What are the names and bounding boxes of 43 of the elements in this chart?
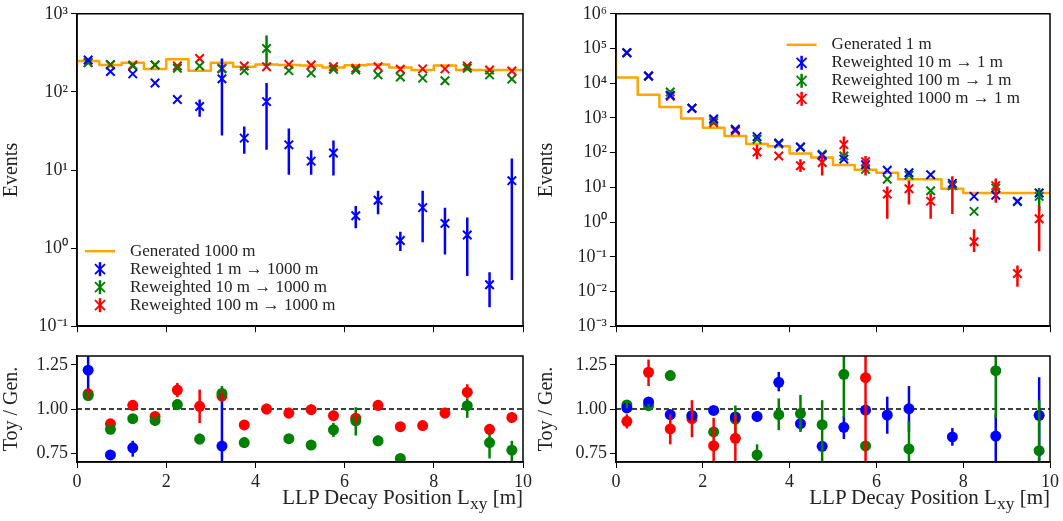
y-tick-label: 10³ (44, 2, 69, 23)
y-tick-label: 10⁻¹ (577, 245, 607, 266)
legend-label: Reweighted 10 m → 1 m (831, 52, 1004, 72)
y-tick-label: 10⁰ (583, 210, 607, 231)
y-tick-label: 10¹ (44, 158, 68, 179)
legend-label: Generated 1 m (831, 34, 932, 54)
x-tick-label: 0 (611, 470, 621, 491)
y-tick-label: 10² (44, 80, 68, 101)
y-tick-label: 10⁶ (582, 2, 607, 23)
y-tick-label: 1.25 (36, 353, 68, 374)
x-tick-label: 10 (1041, 470, 1059, 491)
x-tick-label: 0 (72, 470, 82, 491)
legend-label: Reweighted 1 m → 1000 m (130, 258, 319, 278)
y-tick-label: 10⁻¹ (38, 314, 68, 335)
x-tick-label: 2 (161, 470, 171, 491)
x-tick-label: 10 (514, 470, 532, 491)
y-tick-label: 0.75 (575, 441, 607, 462)
y-axis-title: Events (534, 142, 557, 198)
legend-label: Reweighted 100 m → 1 m (831, 70, 1012, 90)
y-tick-label: 0.75 (36, 441, 68, 462)
x-tick-label: 8 (429, 470, 439, 491)
y-tick-label: 1.00 (575, 397, 607, 418)
y-tick-label: 10¹ (583, 176, 607, 197)
y-tick-label: 10⁵ (582, 37, 607, 58)
x-tick-label: 8 (958, 470, 968, 491)
x-tick-label: 4 (785, 470, 795, 491)
legend-label: Generated 1000 m (130, 240, 256, 260)
y-tick-label: 10² (583, 141, 607, 162)
x-tick-label: 4 (250, 470, 260, 491)
x-tick-label: 6 (340, 470, 350, 491)
y-axis-title: Events (0, 142, 22, 198)
y-tick-label: 10³ (583, 106, 608, 127)
y-axis-title: Toy / Gen. (0, 366, 23, 452)
legend-label: Reweighted 1000 m → 1 m (831, 88, 1021, 108)
y-tick-label: 10⁻² (577, 280, 607, 301)
y-tick-label: 10⁴ (582, 71, 607, 92)
x-tick-label: 6 (871, 470, 881, 491)
y-tick-label: 1.25 (575, 353, 607, 374)
y-tick-label: 10⁰ (44, 236, 68, 257)
y-tick-label: 1.00 (36, 397, 68, 418)
y-tick-label: 10⁻³ (577, 314, 608, 335)
y-axis-title: Toy / Gen. (534, 366, 558, 452)
x-tick-label: 2 (698, 470, 708, 491)
